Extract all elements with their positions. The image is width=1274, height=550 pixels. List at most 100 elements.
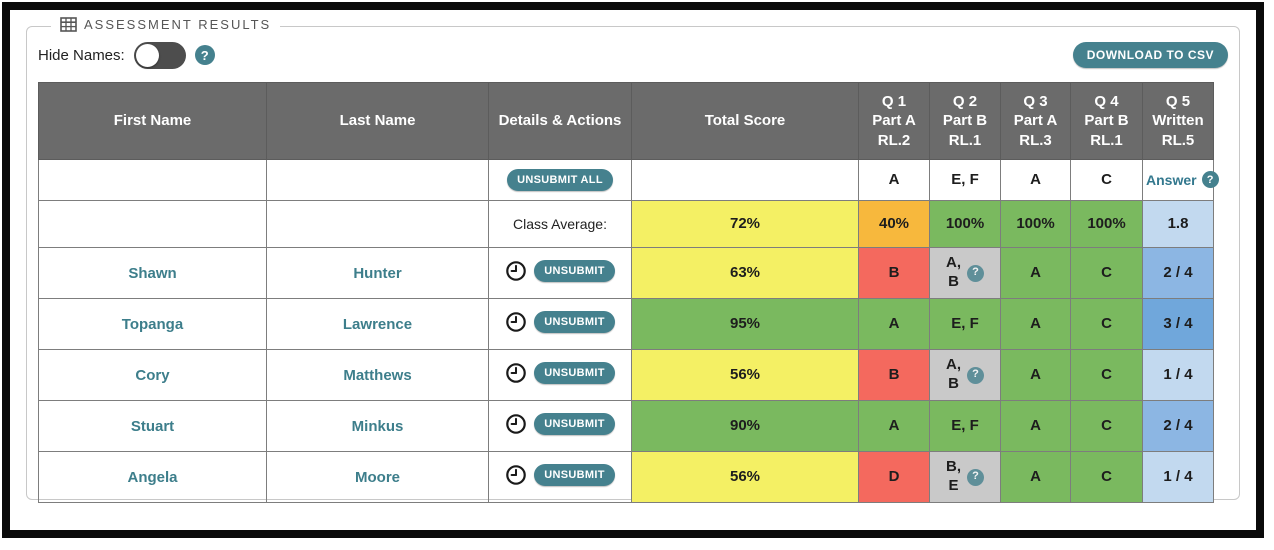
- last-name-link[interactable]: Minkus: [351, 417, 404, 435]
- last-name-link[interactable]: Hunter: [353, 264, 402, 282]
- answer-cell-text: C: [1101, 467, 1112, 485]
- question-score-cell: A, B?: [929, 349, 1001, 401]
- last-name-link[interactable]: Lawrence: [342, 315, 413, 333]
- answer-cell-text: C: [1101, 416, 1112, 434]
- class-average-label-cell: Class Average:: [488, 200, 632, 248]
- details-actions-cell: UNSUBMIT: [488, 451, 632, 503]
- answer-cell-content: 56%: [730, 366, 760, 385]
- answer-help-icon[interactable]: ?: [967, 366, 984, 384]
- question-score-cell: A: [1000, 298, 1071, 350]
- column-header: Q 1 Part A RL.2: [858, 82, 930, 160]
- answer-cell-text: 63%: [729, 263, 761, 281]
- question-score-cell: C: [1070, 349, 1143, 401]
- last-name-link[interactable]: Moore: [355, 468, 400, 486]
- answer-cell-content: 2 / 4: [1163, 264, 1192, 283]
- total-score-cell: 56%: [631, 349, 859, 401]
- answer-cell-content: A: [1030, 468, 1041, 487]
- table-icon: [60, 17, 77, 32]
- first-name-link[interactable]: Topanga: [121, 315, 184, 333]
- hide-names-control: Hide Names: ?: [38, 41, 215, 69]
- last-name-cell: Matthews: [266, 349, 489, 401]
- answer-cell-text: D: [888, 467, 900, 485]
- question-score-cell: 2 / 4: [1142, 400, 1214, 452]
- column-header: Q 3 Part A RL.3: [1000, 82, 1071, 160]
- answer-cell-text: 95%: [729, 314, 761, 332]
- question-score-cell: B, E?: [929, 451, 1001, 503]
- attempt-details-clock-icon[interactable]: [505, 413, 527, 435]
- answer-cell-text: 100%: [1016, 214, 1055, 232]
- answer-help-icon[interactable]: ?: [967, 468, 984, 486]
- first-name-link[interactable]: Stuart: [130, 417, 175, 435]
- empty-cell: [38, 159, 267, 201]
- answer-cell-text: A: [888, 170, 900, 188]
- question-score-cell: E, F: [929, 298, 1001, 350]
- first-name-cell: Topanga: [38, 298, 267, 350]
- first-name-link[interactable]: Angela: [127, 468, 178, 486]
- toggle-knob: [135, 43, 159, 67]
- attempt-details-clock-icon[interactable]: [505, 362, 527, 384]
- answer-cell-content: B, E?: [946, 458, 984, 496]
- hide-names-help-icon[interactable]: ?: [194, 45, 215, 65]
- column-header: Last Name: [266, 82, 489, 160]
- answer-cell-content: E, F: [951, 171, 979, 190]
- answer-cell-text: B, E: [946, 458, 961, 494]
- answer-cell-content: C: [1101, 417, 1112, 436]
- first-name-link[interactable]: Cory: [135, 366, 170, 384]
- question-score-cell: A: [858, 298, 930, 350]
- attempt-details-clock-icon[interactable]: [505, 464, 527, 486]
- last-name-link[interactable]: Matthews: [343, 366, 412, 384]
- answer-cell-content: A: [1030, 417, 1041, 436]
- answer-cell-text: C: [1101, 263, 1112, 281]
- answer-cell-text: 1.8: [1167, 214, 1189, 232]
- details-actions-cell: UNSUBMIT: [488, 349, 632, 401]
- first-name-link[interactable]: Shawn: [128, 264, 177, 282]
- hide-names-label: Hide Names:: [38, 46, 125, 64]
- answer-cell-content: 90%: [730, 417, 760, 436]
- answer-cell-text: B: [888, 365, 900, 383]
- unsubmit-button[interactable]: UNSUBMIT: [534, 413, 615, 435]
- answer-cell-text: A: [888, 314, 900, 332]
- question-score-cell: B: [858, 349, 930, 401]
- answer-cell-text: A: [1030, 314, 1041, 332]
- unsubmit-button[interactable]: UNSUBMIT: [534, 464, 615, 486]
- first-name-cell: Cory: [38, 349, 267, 401]
- column-header: Total Score: [631, 82, 859, 160]
- hide-names-toggle[interactable]: [133, 41, 186, 69]
- panel-legend-label: ASSESSMENT RESULTS: [84, 17, 272, 32]
- question-score-cell: C: [1070, 451, 1143, 503]
- unsubmit-button[interactable]: UNSUBMIT: [534, 362, 615, 384]
- question-score-cell: A: [1000, 400, 1071, 452]
- download-csv-button[interactable]: DOWNLOAD TO CSV: [1072, 42, 1228, 68]
- column-header: Q 4 Part B RL.1: [1070, 82, 1143, 160]
- answer-cell-content: 2 / 4: [1163, 417, 1192, 436]
- details-actions-content: UNSUBMIT: [505, 311, 615, 333]
- empty-cell: [631, 159, 859, 201]
- first-name-cell: Shawn: [38, 247, 267, 299]
- answer-key-help-icon[interactable]: ?: [1201, 171, 1219, 189]
- attempt-details-clock-icon[interactable]: [505, 311, 527, 333]
- attempt-details-clock-icon[interactable]: [505, 260, 527, 282]
- answer-cell-content: 1 / 4: [1163, 468, 1192, 487]
- question-score-cell: A, B?: [929, 247, 1001, 299]
- answer-cell-content: A: [1030, 171, 1041, 190]
- unsubmit-all-button[interactable]: UNSUBMIT ALL: [507, 169, 613, 191]
- last-name-cell: Minkus: [266, 400, 489, 452]
- student-row: Topanga Lawrence UNSUBMIT 95% A E, F A C 3 / 4: [38, 298, 1214, 350]
- answer-cell-content: A: [1030, 366, 1041, 385]
- question-score-cell: 3 / 4: [1142, 298, 1214, 350]
- unsubmit-button[interactable]: UNSUBMIT: [534, 311, 615, 333]
- question-score-cell: E, F: [929, 400, 1001, 452]
- answer-cell-content: 95%: [730, 315, 760, 334]
- class-average-row: Class Average: 72% 40% 100% 100% 100% 1.8: [38, 200, 1214, 248]
- answer-cell-content: D: [889, 468, 900, 487]
- student-row: Angela Moore UNSUBMIT 56% D B, E? A C 1 / 4: [38, 451, 1214, 503]
- question-score-cell: B: [858, 247, 930, 299]
- answer-help-icon[interactable]: ?: [967, 264, 984, 282]
- answer-link[interactable]: Answer?: [1146, 171, 1219, 189]
- question-score-cell: 1 / 4: [1142, 451, 1214, 503]
- answer-cell-content: E, F: [951, 315, 979, 334]
- unsubmit-button[interactable]: UNSUBMIT: [534, 260, 615, 282]
- answer-key-cell: A: [858, 159, 930, 201]
- answer-key-cell: C: [1070, 159, 1143, 201]
- first-name-cell: Angela: [38, 451, 267, 503]
